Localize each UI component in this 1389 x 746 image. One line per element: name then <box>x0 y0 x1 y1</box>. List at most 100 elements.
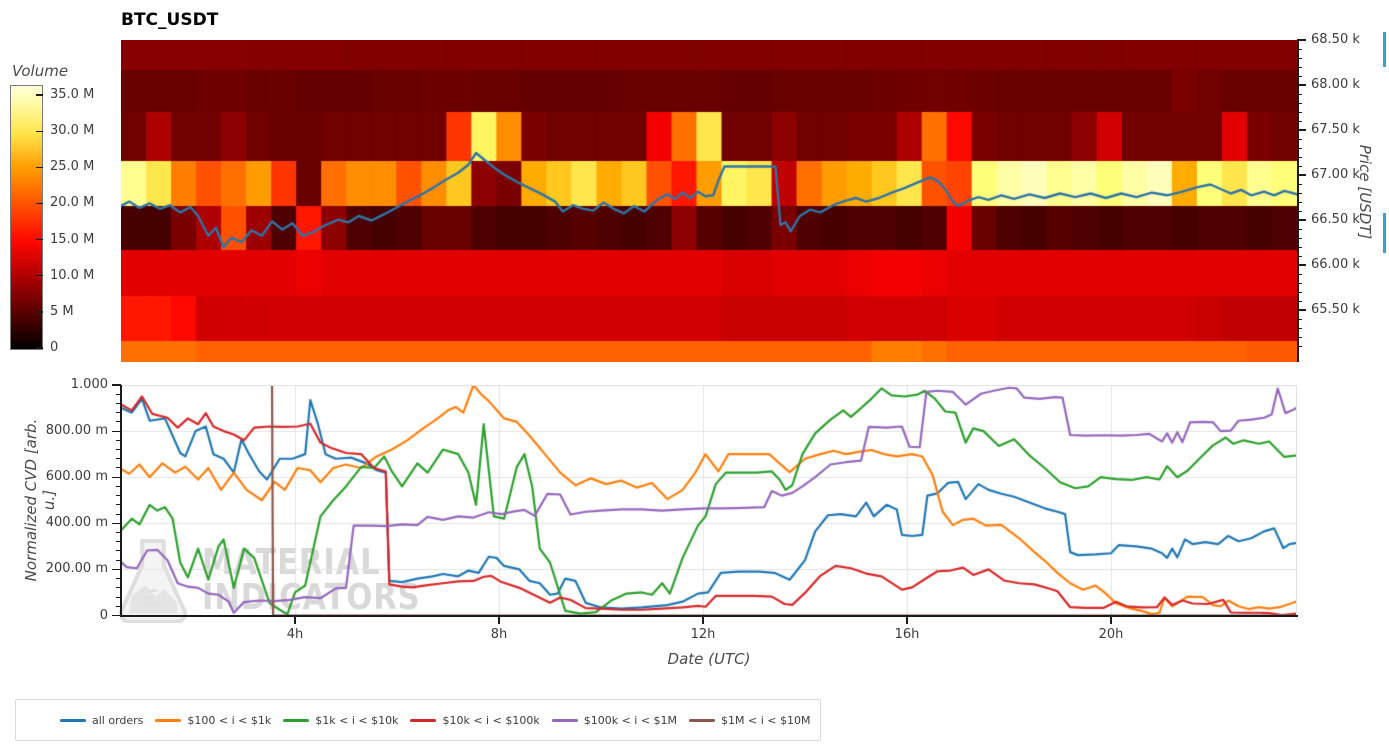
cvd-y-minor-tick <box>116 541 121 543</box>
edge-marker-top <box>1383 32 1386 67</box>
cvd-x-tick-label: 20h <box>1098 627 1124 642</box>
price-tick <box>1297 174 1306 176</box>
cvd-x-tick-label: 16h <box>894 627 920 642</box>
cvd-x-tick <box>294 616 296 624</box>
legend-item-4: $100k < i < $1M <box>551 713 678 727</box>
price-minor-tick <box>1297 210 1302 212</box>
cvd-y-minor-tick <box>116 495 121 497</box>
legend-label: all orders <box>92 713 144 727</box>
price-minor-tick <box>1297 183 1302 185</box>
price-minor-tick <box>1297 318 1302 320</box>
price-minor-tick <box>1297 165 1302 167</box>
colorbar-tick-label: 20.0 M <box>50 195 95 211</box>
price-axis-spine <box>1297 40 1299 362</box>
cvd-top-border <box>121 385 1297 386</box>
price-minor-tick <box>1297 300 1302 302</box>
cvd-y-tick <box>112 384 121 386</box>
volume-colorbar <box>10 85 43 350</box>
price-minor-tick <box>1297 327 1302 329</box>
price-tick-label: 68.00 k <box>1311 77 1360 92</box>
legend: all orders $100 < i < $1k $1k < i < $10k $1… <box>15 699 822 741</box>
price-tick <box>1297 129 1306 131</box>
colorbar-tick <box>36 130 43 132</box>
colorbar-tick-label: 5 M <box>50 303 74 319</box>
legend-swatch-icon <box>155 718 182 722</box>
cvd-y-minor-tick <box>116 467 121 469</box>
price-minor-tick <box>1297 246 1302 248</box>
price-tick-label: 67.50 k <box>1311 122 1360 137</box>
cvd-y-tick-label: 200.00 m <box>45 561 108 577</box>
cvd-y-minor-tick <box>116 578 121 580</box>
colorbar-tick-label: 30.0 M <box>50 123 95 139</box>
cvd-x-tick-label: 8h <box>490 627 508 642</box>
cvd-y-tick <box>112 476 121 478</box>
cvd-x-tick <box>498 616 500 624</box>
cvd-y-tick <box>112 568 121 571</box>
cvd-y-minor-tick <box>116 449 121 451</box>
cvd-y-tick-label: 800.00 m <box>45 423 108 439</box>
cvd-y-axis-title: Normalized CVD [arb. u.] <box>22 418 58 582</box>
price-tick-label: 66.00 k <box>1311 257 1360 272</box>
colorbar-tick <box>36 202 43 205</box>
cvd-y-minor-tick <box>116 532 121 534</box>
legend-label: $10k < i < $100k <box>442 713 540 727</box>
page-title: BTC_USDT <box>121 10 219 30</box>
price-tick <box>1297 309 1306 311</box>
cvd-x-tick <box>702 616 704 624</box>
cvd-x-axis-title: Date (UTC) <box>667 650 751 668</box>
cvd-y-minor-tick <box>116 485 121 487</box>
price-tick <box>1297 84 1306 86</box>
legend-item-1: $100 < i < $1k <box>155 714 271 727</box>
legend-item-5: $1M < i < $10M <box>689 714 810 727</box>
price-minor-tick <box>1297 66 1302 68</box>
colorbar-tick <box>36 238 43 241</box>
price-minor-tick <box>1297 228 1302 230</box>
legend-item-0: all orders <box>60 714 143 727</box>
legend-swatch-icon <box>410 718 437 722</box>
colorbar-title: Volume <box>12 62 69 80</box>
colorbar-tick <box>36 94 43 96</box>
cvd-y-minor-tick <box>116 393 121 395</box>
cvd-x-tick-label: 12h <box>690 627 716 642</box>
edge-marker-mid <box>1383 213 1386 253</box>
legend-swatch-icon <box>551 718 578 722</box>
cvd-y-minor-tick <box>116 504 121 506</box>
cvd-y-minor-tick <box>116 412 121 414</box>
legend-item-2: $1k < i < $10k <box>283 714 398 727</box>
price-minor-tick <box>1297 48 1302 50</box>
price-axis-title: Price [USDT] <box>1356 144 1374 240</box>
colorbar-tick <box>36 347 43 349</box>
colorbar-tick-label: 25.0 M <box>50 159 95 175</box>
price-minor-tick <box>1297 291 1302 293</box>
cvd-y-tick-label: 1.000 <box>70 377 108 392</box>
cvd-y-minor-tick <box>116 587 121 589</box>
legend-label: $1M < i < $10M <box>721 713 811 727</box>
cvd-y-tick-label: 400.00 m <box>45 515 108 531</box>
price-minor-tick <box>1297 345 1302 347</box>
cvd-bottom-spine <box>120 615 1298 617</box>
price-volume-heatmap-canvas <box>121 40 1297 362</box>
price-minor-tick <box>1297 255 1302 257</box>
cvd-y-minor-tick <box>116 402 121 404</box>
colorbar-tick-label: 15.0 M <box>50 231 95 247</box>
price-minor-tick <box>1297 138 1302 140</box>
colorbar-tick-label: 10.0 M <box>50 267 95 283</box>
cvd-y-tick-label: 600.00 m <box>45 469 108 485</box>
price-minor-tick <box>1297 75 1302 77</box>
colorbar-tick <box>36 166 43 168</box>
colorbar-tick <box>36 311 43 313</box>
price-minor-tick <box>1297 336 1302 338</box>
cvd-left-spine <box>120 385 122 616</box>
colorbar-tick-label: 35.0 M <box>50 87 95 102</box>
cvd-y-minor-tick <box>116 605 121 607</box>
cvd-y-minor-tick <box>116 458 121 460</box>
legend-swatch-icon <box>689 718 716 722</box>
cvd-y-tick <box>112 430 121 432</box>
price-minor-tick <box>1297 282 1302 284</box>
price-minor-tick <box>1297 57 1302 59</box>
cvd-y-minor-tick <box>116 559 121 561</box>
legend-label: $100k < i < $1M <box>583 713 678 727</box>
legend-label: $1k < i < $10k <box>315 713 399 727</box>
cvd-x-tick <box>1110 616 1112 624</box>
